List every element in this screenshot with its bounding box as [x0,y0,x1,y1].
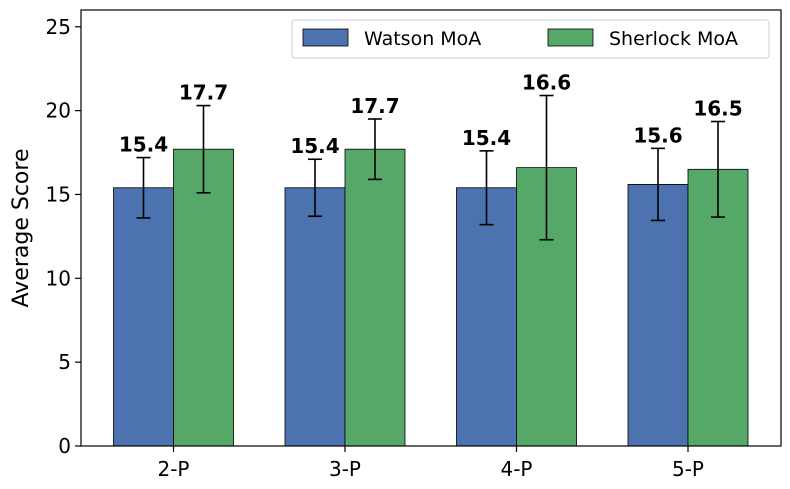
legend-label-sherlock: Sherlock MoA [609,28,738,50]
y-tick-label: 15 [46,182,71,206]
bar-sherlock-moa-2-p [173,148,234,447]
x-tick-label: 5-P [672,457,704,481]
bar-watson-moa-5-p [627,183,689,447]
bars-layer [113,148,749,447]
error-bar-watson-moa-4-p [479,150,494,226]
x-axis: 2-P 3-P 4-P 5-P [157,446,704,481]
legend-swatch-sherlock [547,28,594,47]
y-tick-label: 20 [46,99,71,123]
data-label-sherlock-moa-2-p: 17.7 [179,81,228,105]
bar-sherlock-moa-3-p [344,148,406,447]
y-tick-label: 25 [46,15,71,39]
error-bar-sherlock-moa-4-p [539,94,554,241]
y-axis: 0 5 10 15 20 25 [46,15,81,458]
error-bar-watson-moa-5-p [651,147,665,222]
data-label-watson-moa-3-p: 15.4 [290,134,339,158]
y-tick-label: 10 [46,266,71,290]
y-tick-label: 0 [58,434,71,458]
bar-watson-moa-2-p [113,187,174,447]
error-bar-sherlock-moa-2-p [196,104,211,194]
x-tick-label: 4-P [500,457,532,481]
legend-label-watson: Watson MoA [364,28,481,50]
error-bar-watson-moa-3-p [308,158,322,218]
bar-watson-moa-4-p [456,187,517,447]
data-label-watson-moa-5-p: 15.6 [633,123,682,147]
error-bar-watson-moa-2-p [136,156,151,219]
x-tick-label: 2-P [157,457,189,481]
y-tick-label: 5 [58,350,71,374]
legend: Watson MoA Sherlock MoA [291,19,770,59]
data-label-watson-moa-2-p: 15.4 [119,133,168,157]
legend-swatch-watson [302,28,349,47]
data-label-watson-moa-4-p: 15.4 [462,126,511,150]
data-label-sherlock-moa-3-p: 17.7 [350,94,399,118]
y-axis-title: Average Score [9,149,34,308]
plot-frame [80,9,782,447]
error-bar-sherlock-moa-5-p [711,120,725,218]
data-label-sherlock-moa-4-p: 16.6 [522,71,571,95]
error-bars-layer [136,94,725,241]
x-tick-label: 3-P [329,457,361,481]
data-labels-layer: 15.4 15.4 15.4 15.6 17.7 17.7 16.6 16.5 [119,71,743,159]
bar-watson-moa-3-p [284,187,346,447]
legend-box [291,19,770,59]
data-label-sherlock-moa-5-p: 16.5 [693,97,742,121]
error-bar-sherlock-moa-3-p [368,118,382,181]
